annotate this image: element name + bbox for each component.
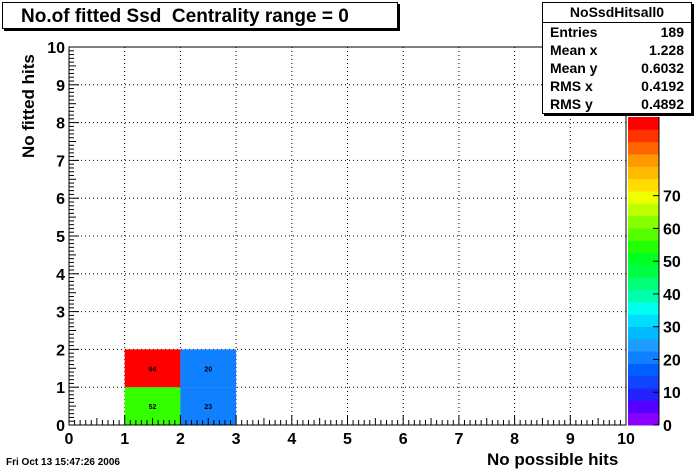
y-tick-label: 10 — [47, 40, 65, 57]
stats-row-mean-y: Mean y 0.6032 — [543, 59, 691, 77]
stats-value: 0.4192 — [641, 78, 684, 94]
stats-value: 189 — [660, 24, 684, 40]
cell-value-label: 20 — [204, 366, 212, 373]
colorbar-segment — [628, 166, 659, 180]
colorbar-segment — [628, 215, 659, 229]
x-tick-label: 2 — [176, 431, 185, 448]
y-tick-label: 1 — [56, 380, 65, 397]
colorbar-segment — [628, 178, 659, 192]
x-axis-label: No possible hits — [487, 450, 619, 469]
y-tick-label: 5 — [56, 229, 65, 246]
colorbar-segment — [628, 141, 659, 155]
colorbar-segment — [628, 117, 659, 130]
y-tick-label: 0 — [56, 418, 65, 435]
colorbar-segment — [628, 388, 659, 401]
colorbar-segment — [628, 338, 659, 352]
colorbar-segment — [628, 203, 659, 217]
stats-value: 0.4892 — [641, 96, 684, 112]
stats-key: Mean x — [550, 42, 598, 58]
colorbar-segment — [628, 240, 659, 254]
colorbar-segment — [628, 363, 659, 377]
x-tick-label: 3 — [232, 431, 241, 448]
stats-row-entries: Entries 189 — [543, 23, 691, 41]
colorbar-tick-label: 40 — [663, 287, 681, 304]
colorbar-segment — [628, 277, 659, 290]
colorbar-segment — [628, 252, 659, 266]
x-tick-label: 6 — [399, 431, 408, 448]
x-tick-label: 10 — [617, 431, 635, 448]
cell-value-label: 52 — [149, 404, 157, 411]
colorbar-segment — [628, 351, 659, 364]
colorbar-tick-label: 0 — [663, 418, 672, 435]
stats-histogram-name: NoSsdHitsall0 — [543, 3, 691, 23]
x-tick-label: 0 — [65, 431, 74, 448]
y-tick-label: 4 — [56, 267, 65, 284]
x-tick-label: 9 — [566, 431, 575, 448]
stats-key: Entries — [550, 24, 598, 40]
colorbar-segment — [628, 289, 659, 303]
heatmap-cell — [180, 349, 237, 388]
colorbar-segment — [628, 412, 659, 426]
colorbar-segment — [628, 326, 659, 340]
date-stamp: Fri Oct 13 15:47:26 2006 — [6, 457, 120, 468]
heatmap-cell — [124, 349, 181, 388]
y-axis-label: No fitted hits — [19, 54, 38, 158]
stats-key: RMS x — [550, 78, 593, 94]
y-tick-label: 8 — [56, 116, 65, 133]
stats-row-rms-x: RMS x 0.4192 — [543, 77, 691, 95]
stats-row-mean-x: Mean x 1.228 — [543, 41, 691, 59]
stats-row-rms-y: RMS y 0.4892 — [543, 95, 691, 113]
colorbar-tick-label: 20 — [663, 352, 681, 369]
stats-key: Mean y — [550, 60, 598, 76]
y-tick-label: 2 — [56, 342, 65, 359]
x-tick-label: 8 — [510, 431, 519, 448]
cell-value-label: 23 — [204, 404, 212, 411]
stats-key: RMS y — [550, 96, 593, 112]
colorbar-segment — [628, 227, 659, 241]
colorbar-segment — [628, 190, 659, 204]
colorbar-segment — [628, 129, 659, 143]
y-tick-label: 6 — [56, 191, 65, 208]
x-tick-label: 4 — [287, 431, 296, 448]
colorbar-segment — [628, 301, 659, 315]
colorbar-segment — [628, 375, 659, 389]
colorbar-segment — [628, 264, 659, 278]
colorbar-tick-label: 30 — [663, 320, 681, 337]
y-tick-label: 3 — [56, 305, 65, 322]
stats-value: 1.228 — [648, 42, 684, 58]
y-tick-label: 9 — [56, 78, 65, 95]
x-tick-label: 5 — [343, 431, 352, 448]
colorbar-tick-label: 50 — [663, 254, 681, 271]
y-tick-label: 7 — [56, 153, 65, 170]
x-tick-label: 1 — [120, 431, 129, 448]
stats-value: 0.6032 — [641, 60, 684, 76]
colorbar-segment — [628, 314, 659, 327]
colorbar-segment — [628, 400, 659, 414]
stats-box: NoSsdHitsall0 Entries 189 Mean x 1.228 M… — [542, 2, 692, 114]
cell-value-label: 94 — [149, 366, 157, 373]
colorbar-segment — [628, 153, 659, 167]
colorbar-tick-label: 60 — [663, 221, 681, 238]
x-tick-label: 7 — [454, 431, 463, 448]
colorbar-tick-label: 10 — [663, 385, 681, 402]
colorbar-tick-label: 70 — [663, 189, 681, 206]
chart-title: No.of fitted Ssd Centrality range = 0 — [2, 2, 398, 29]
